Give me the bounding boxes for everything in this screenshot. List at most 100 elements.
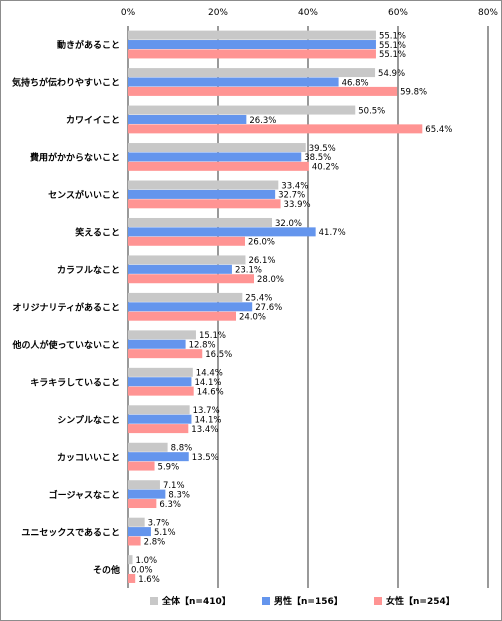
bar: [128, 143, 306, 153]
data-label: 13.7%: [193, 406, 220, 416]
bar: [128, 199, 281, 209]
data-label: 26.0%: [248, 238, 275, 248]
bar: [128, 49, 376, 59]
bar: [128, 536, 141, 546]
bar: [128, 442, 168, 452]
data-label: 13.4%: [191, 425, 218, 435]
data-label: 1.0%: [136, 556, 158, 566]
bar: [128, 480, 160, 490]
bar: [128, 236, 245, 246]
tick-label: 40%: [298, 8, 318, 18]
bar: [128, 452, 189, 462]
data-label: 7.1%: [163, 481, 185, 491]
category-label: 費用がかからないこと: [30, 152, 120, 164]
bar: [128, 274, 254, 284]
category-label: シンプルなこと: [57, 414, 120, 426]
category-label: キラキラしていること: [30, 377, 120, 388]
data-label: 33.9%: [284, 200, 311, 210]
data-label: 55.1%: [379, 31, 406, 41]
data-label: 5.9%: [158, 462, 180, 472]
bar: [128, 161, 309, 171]
data-label: 1.6%: [138, 575, 160, 585]
bar: [128, 489, 166, 499]
legend: 全体【n=410】 男性【n=156】 女性【n=254】: [150, 595, 455, 607]
data-label: 14.6%: [197, 387, 224, 397]
category-label: カッコいいこと: [57, 452, 120, 463]
category-label: ゴージャスなこと: [49, 489, 120, 501]
bar: [128, 555, 133, 565]
tick-label: 80%: [478, 8, 498, 18]
data-label: 8.3%: [168, 490, 190, 500]
bar: [128, 68, 376, 78]
data-label: 28.0%: [257, 275, 284, 285]
bar: [128, 255, 246, 265]
bar: [128, 349, 203, 359]
data-label: 6.3%: [159, 500, 181, 510]
bar: [128, 152, 302, 162]
bar: [128, 105, 356, 115]
data-label: 27.6%: [255, 303, 282, 313]
bar: [128, 124, 423, 134]
bar: [128, 377, 192, 387]
bar: [128, 217, 272, 227]
data-label: 54.9%: [378, 69, 405, 79]
legend-label: 全体【n=410】: [161, 595, 231, 607]
data-label: 24.0%: [239, 313, 266, 323]
bar: [128, 330, 196, 340]
bar: [128, 189, 276, 199]
bar: [128, 30, 376, 40]
bar: [128, 292, 243, 302]
data-label: 50.5%: [358, 106, 385, 116]
legend-swatch: [150, 597, 158, 605]
bar: [128, 180, 279, 190]
data-label: 32.7%: [278, 191, 305, 201]
data-label: 14.1%: [194, 378, 221, 388]
legend-swatch: [262, 597, 270, 605]
category-label: センスがいいこと: [48, 189, 120, 201]
bar: [128, 573, 136, 583]
legend-label: 女性【n=254】: [386, 595, 455, 607]
data-label: 32.0%: [275, 219, 302, 229]
category-label: オリジナリティがあること: [13, 302, 120, 314]
bar: [128, 386, 194, 396]
bar: [128, 414, 192, 424]
tick-label: 20%: [208, 8, 228, 18]
data-label: 23.1%: [235, 266, 262, 276]
bar: [128, 499, 157, 509]
data-label: 3.7%: [148, 519, 170, 529]
data-label: 55.1%: [379, 50, 406, 60]
bar: [128, 40, 376, 50]
data-label: 46.8%: [342, 78, 369, 88]
category-label: カワイイこと: [66, 115, 120, 126]
data-label: 33.4%: [281, 181, 308, 191]
data-label: 59.8%: [400, 88, 427, 98]
tick-label: 60%: [388, 8, 408, 18]
bar: [128, 227, 316, 237]
bar: [128, 77, 339, 87]
legend-swatch: [374, 597, 382, 605]
value-labels: 55.1%55.1%55.1%54.9%46.8%59.8%50.5%26.3%…: [131, 31, 452, 584]
bar: [128, 424, 189, 434]
data-label: 5.1%: [154, 528, 176, 538]
data-label: 14.4%: [196, 369, 223, 379]
axis-ticks: 0% 20% 40% 60% 80%: [121, 8, 499, 18]
category-label: ユニセックスであること: [21, 527, 120, 538]
bar: [128, 114, 247, 124]
data-label: 12.8%: [189, 341, 216, 351]
bars: [128, 30, 423, 583]
data-label: 25.4%: [245, 294, 272, 304]
data-label: 14.1%: [194, 416, 221, 426]
tick-label: 0%: [121, 8, 136, 18]
bar: [128, 517, 145, 527]
data-label: 41.7%: [319, 228, 346, 238]
data-label: 8.8%: [171, 444, 193, 454]
data-label: 2.8%: [144, 537, 166, 547]
data-label: 16.5%: [205, 350, 232, 360]
legend-label: 男性【n=156】: [274, 595, 343, 607]
bar: [128, 86, 398, 96]
bar: [128, 405, 190, 415]
category-label: カラフルなこと: [57, 265, 120, 276]
data-label: 40.2%: [312, 163, 339, 173]
data-label: 26.1%: [248, 256, 275, 266]
